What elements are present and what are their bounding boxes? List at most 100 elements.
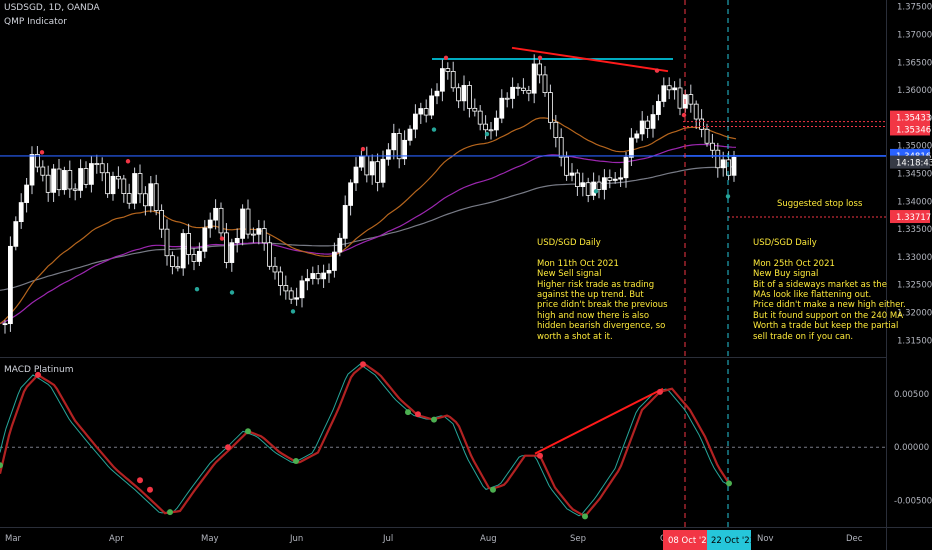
price-pane[interactable]: [0, 0, 887, 550]
time-tick-label: Jun: [289, 534, 303, 544]
macd-tick-label: 0.00500: [894, 390, 929, 400]
macd-signal-line: [0, 363, 729, 517]
candle-up: [196, 250, 202, 262]
time-axis[interactable]: MarAprMayJunJulAugSepONovDec08 Oct '2122…: [0, 527, 932, 550]
sell-macd-dot: [225, 444, 231, 451]
indicator-title: QMP Indicator: [4, 17, 67, 27]
candle-up: [256, 228, 262, 235]
candle-down: [396, 133, 402, 160]
candle-down: [553, 121, 559, 138]
candle-down: [645, 120, 650, 129]
price-badge-label: 14:18:43: [896, 159, 932, 169]
candle-down: [677, 87, 683, 109]
price-badge: [890, 122, 930, 136]
price-tick-label: 1.34500: [897, 169, 932, 179]
buy-macd-dot: [293, 458, 299, 465]
candle-up: [304, 278, 310, 282]
candle-up: [78, 168, 83, 191]
candle-up: [499, 97, 505, 119]
candle-down: [121, 178, 127, 195]
candle-down: [688, 94, 694, 105]
candle-down: [564, 156, 569, 176]
candle-down: [261, 228, 267, 244]
candle-down: [456, 87, 462, 102]
buy-date-label: 22 Oct '21: [711, 536, 755, 546]
sell-macd-dot: [360, 361, 366, 368]
buy-signal-dot: [593, 189, 599, 194]
candle-down: [67, 170, 73, 190]
candle-down: [153, 183, 159, 211]
candle-up: [7, 245, 13, 325]
candle-up: [391, 133, 397, 151]
sell-signal-note: USD/SGD Daily Mon 11th Oct 2021 New Sell…: [537, 238, 668, 342]
candle-down: [45, 174, 51, 193]
candle-up: [418, 108, 424, 115]
candle-down: [72, 188, 78, 191]
candle-up: [656, 101, 661, 115]
candle-up: [331, 251, 337, 271]
candle-up: [380, 158, 386, 183]
time-tick-label: Apr: [109, 534, 124, 544]
candle-up: [29, 154, 35, 186]
time-tick-label: Dec: [846, 534, 863, 544]
candle-up: [353, 166, 359, 184]
price-badge-label: 1.35433: [896, 114, 931, 124]
candle-down: [83, 168, 89, 185]
price-tick-label: 1.33500: [897, 225, 932, 235]
candle-up: [202, 227, 208, 252]
candle-up: [612, 178, 618, 181]
candle-down: [423, 108, 429, 116]
candle-up: [310, 273, 316, 279]
macd-pane[interactable]: [0, 361, 886, 520]
candle-up: [510, 86, 516, 99]
buy-signal-dot: [725, 194, 731, 199]
candle-up: [229, 242, 235, 263]
ma-240-line: [0, 166, 737, 291]
macd-title: MACD Platinum: [4, 365, 74, 375]
sell-date-badge: [663, 530, 707, 550]
candle-up: [24, 184, 30, 203]
buy-signal-dot: [290, 309, 296, 314]
price-axis[interactable]: 1.375001.370001.365001.360001.355001.350…: [890, 3, 932, 507]
candle-down: [548, 92, 553, 123]
candle-down: [445, 68, 451, 72]
candle-down: [218, 207, 224, 234]
candle-up: [402, 139, 408, 160]
candle-up: [439, 68, 445, 92]
candle-up: [629, 137, 634, 158]
candle-up: [580, 182, 586, 187]
sell-macd-dot: [657, 388, 663, 395]
sell-signal-dot: [654, 68, 660, 73]
buy-macd-dot: [167, 509, 173, 516]
price-badge-label: 1.33717: [896, 213, 931, 223]
candle-up: [13, 221, 19, 247]
candle-up: [51, 168, 56, 193]
candle-down: [137, 173, 143, 195]
candle-down: [488, 129, 494, 132]
candle-down: [375, 161, 381, 183]
candle-up: [89, 163, 94, 185]
candle-down: [596, 181, 602, 190]
candle-down: [715, 149, 721, 169]
sell-signal-dot: [219, 236, 225, 241]
candle-up: [531, 63, 537, 94]
sell-macd-dot: [35, 371, 41, 378]
candle-down: [56, 168, 62, 191]
candle-down: [704, 128, 710, 144]
macd-tick-label: -0.00500: [894, 496, 932, 506]
candle-down: [364, 155, 370, 176]
price-tick-label: 1.33000: [897, 253, 932, 263]
candle-down: [726, 159, 731, 176]
price-tick-label: 1.37500: [897, 3, 932, 13]
candle-down: [272, 265, 278, 273]
candle-up: [2, 323, 8, 326]
candle-up: [358, 155, 364, 168]
candle-down: [142, 193, 148, 207]
candle-down: [164, 228, 170, 257]
time-tick-label: Sep: [570, 534, 586, 544]
candle-up: [369, 161, 375, 176]
candle-down: [94, 163, 100, 165]
candle-down: [245, 208, 251, 235]
candle-down: [191, 254, 197, 262]
